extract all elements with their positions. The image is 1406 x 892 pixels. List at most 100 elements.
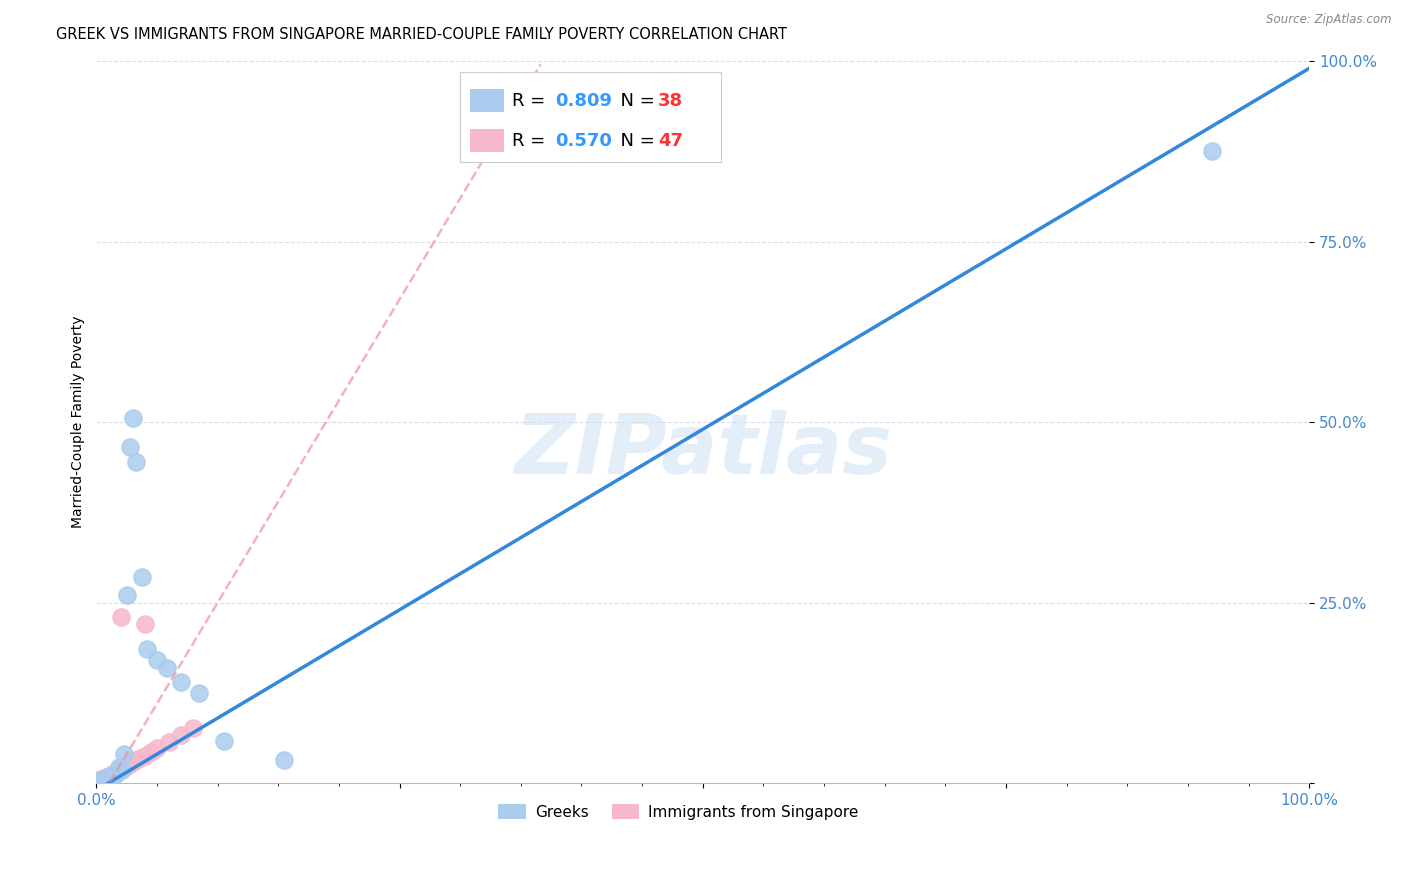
- Point: [90, 773, 112, 788]
- Point: [120, 756, 142, 771]
- Point: [97, 771, 120, 785]
- Point: [89, 774, 111, 789]
- Point: [97, 770, 120, 784]
- Point: [89, 773, 111, 788]
- Point: [104, 765, 127, 780]
- Point: [94, 770, 117, 784]
- Point: [100, 768, 122, 782]
- Point: [212, 734, 235, 748]
- Point: [183, 721, 205, 735]
- Point: [91, 773, 114, 788]
- Text: ZIPatlas: ZIPatlas: [513, 410, 891, 491]
- Point: [112, 761, 135, 775]
- Point: [94, 772, 117, 786]
- Point: [101, 769, 124, 783]
- FancyBboxPatch shape: [470, 89, 503, 112]
- Point: [121, 755, 143, 769]
- Point: [131, 570, 153, 584]
- Point: [91, 772, 114, 787]
- Point: [115, 758, 138, 772]
- Text: 0.570: 0.570: [555, 131, 612, 150]
- Point: [90, 773, 112, 788]
- Point: [107, 764, 129, 778]
- Y-axis label: Married-Couple Family Poverty: Married-Couple Family Poverty: [72, 316, 86, 528]
- Point: [93, 773, 115, 788]
- Text: N =: N =: [609, 92, 661, 110]
- Point: [90, 773, 112, 788]
- FancyBboxPatch shape: [470, 129, 503, 153]
- Text: 38: 38: [658, 92, 683, 110]
- Point: [94, 772, 117, 787]
- Point: [91, 772, 114, 787]
- Point: [115, 588, 138, 602]
- FancyBboxPatch shape: [460, 72, 721, 162]
- Point: [112, 747, 135, 761]
- Point: [96, 771, 118, 785]
- Point: [87, 773, 110, 788]
- Point: [98, 770, 121, 784]
- Text: 47: 47: [658, 131, 683, 150]
- Point: [103, 766, 125, 780]
- Point: [97, 770, 120, 784]
- Point: [188, 686, 211, 700]
- Point: [108, 760, 131, 774]
- Text: 0.809: 0.809: [555, 92, 612, 110]
- Point: [98, 769, 121, 783]
- Point: [89, 774, 111, 789]
- Text: R =: R =: [512, 131, 551, 150]
- Point: [111, 763, 134, 777]
- Point: [146, 741, 169, 756]
- Point: [87, 773, 110, 788]
- Point: [97, 770, 120, 784]
- Point: [100, 770, 122, 784]
- Point: [1201, 145, 1223, 159]
- Point: [146, 653, 169, 667]
- Point: [96, 771, 118, 785]
- Point: [170, 728, 193, 742]
- Point: [91, 773, 114, 788]
- Point: [91, 773, 114, 788]
- Point: [94, 772, 117, 787]
- Legend: Greeks, Immigrants from Singapore: Greeks, Immigrants from Singapore: [492, 797, 865, 826]
- Point: [134, 748, 156, 763]
- Point: [110, 762, 132, 776]
- Point: [89, 773, 111, 788]
- Point: [94, 771, 117, 785]
- Point: [110, 610, 132, 624]
- Point: [120, 441, 142, 455]
- Point: [273, 753, 295, 767]
- Point: [87, 774, 110, 789]
- Text: Source: ZipAtlas.com: Source: ZipAtlas.com: [1267, 13, 1392, 27]
- Point: [94, 772, 117, 787]
- Point: [129, 751, 152, 765]
- Point: [136, 642, 159, 657]
- Point: [87, 775, 110, 789]
- Point: [93, 772, 115, 786]
- Point: [156, 660, 179, 674]
- Point: [86, 775, 108, 789]
- Point: [94, 772, 117, 786]
- Point: [101, 767, 124, 781]
- Text: N =: N =: [609, 131, 661, 150]
- Point: [104, 766, 127, 780]
- Point: [90, 772, 112, 787]
- Point: [125, 455, 148, 469]
- Point: [93, 772, 115, 787]
- Point: [121, 411, 143, 425]
- Point: [86, 774, 108, 789]
- Text: GREEK VS IMMIGRANTS FROM SINGAPORE MARRIED-COUPLE FAMILY POVERTY CORRELATION CHA: GREEK VS IMMIGRANTS FROM SINGAPORE MARRI…: [56, 27, 787, 42]
- Point: [139, 745, 162, 759]
- Point: [134, 617, 156, 632]
- Point: [89, 773, 111, 788]
- Point: [157, 735, 180, 749]
- Text: R =: R =: [512, 92, 551, 110]
- Point: [86, 774, 108, 789]
- Point: [96, 772, 118, 786]
- Point: [107, 765, 129, 780]
- Point: [90, 773, 112, 788]
- Point: [103, 767, 125, 781]
- Point: [125, 753, 148, 767]
- Point: [93, 773, 115, 788]
- Point: [170, 675, 193, 690]
- Point: [94, 773, 117, 788]
